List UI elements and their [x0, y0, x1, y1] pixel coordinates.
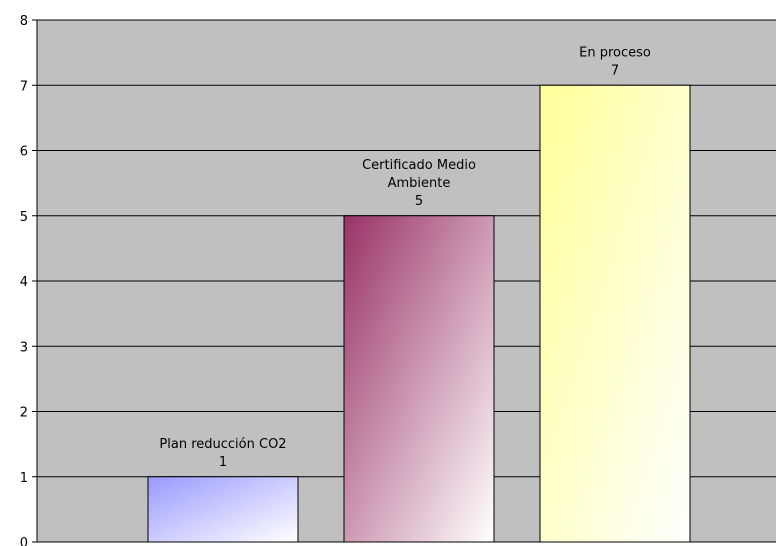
y-tick-label: 3 [20, 340, 28, 355]
y-tick-label: 5 [20, 210, 28, 225]
y-tick-label: 1 [20, 471, 28, 486]
y-tick-label: 4 [20, 275, 28, 290]
y-tick-label: 0 [20, 536, 28, 546]
data-label-2: Certificado Medio [362, 158, 476, 173]
y-tick-label: 8 [20, 14, 28, 29]
bars [147, 84, 691, 543]
data-labels: Plan reducción CO2 1 Certificado Medio Ambi… [159, 45, 650, 470]
y-tick-label: 7 [20, 79, 28, 94]
data-label-3: 7 [611, 63, 619, 78]
data-label-2: Ambiente [388, 176, 451, 191]
y-tick-label: 6 [20, 145, 28, 160]
bar-2 [343, 215, 495, 543]
data-label-2: 5 [415, 194, 423, 209]
data-label-1: Plan reducción CO2 [159, 437, 286, 452]
bar-3 [539, 84, 691, 543]
bar-1 [147, 476, 299, 543]
data-label-3: En proceso [579, 45, 651, 60]
y-tick-label: 2 [20, 406, 28, 421]
data-label-1: 1 [219, 455, 227, 470]
